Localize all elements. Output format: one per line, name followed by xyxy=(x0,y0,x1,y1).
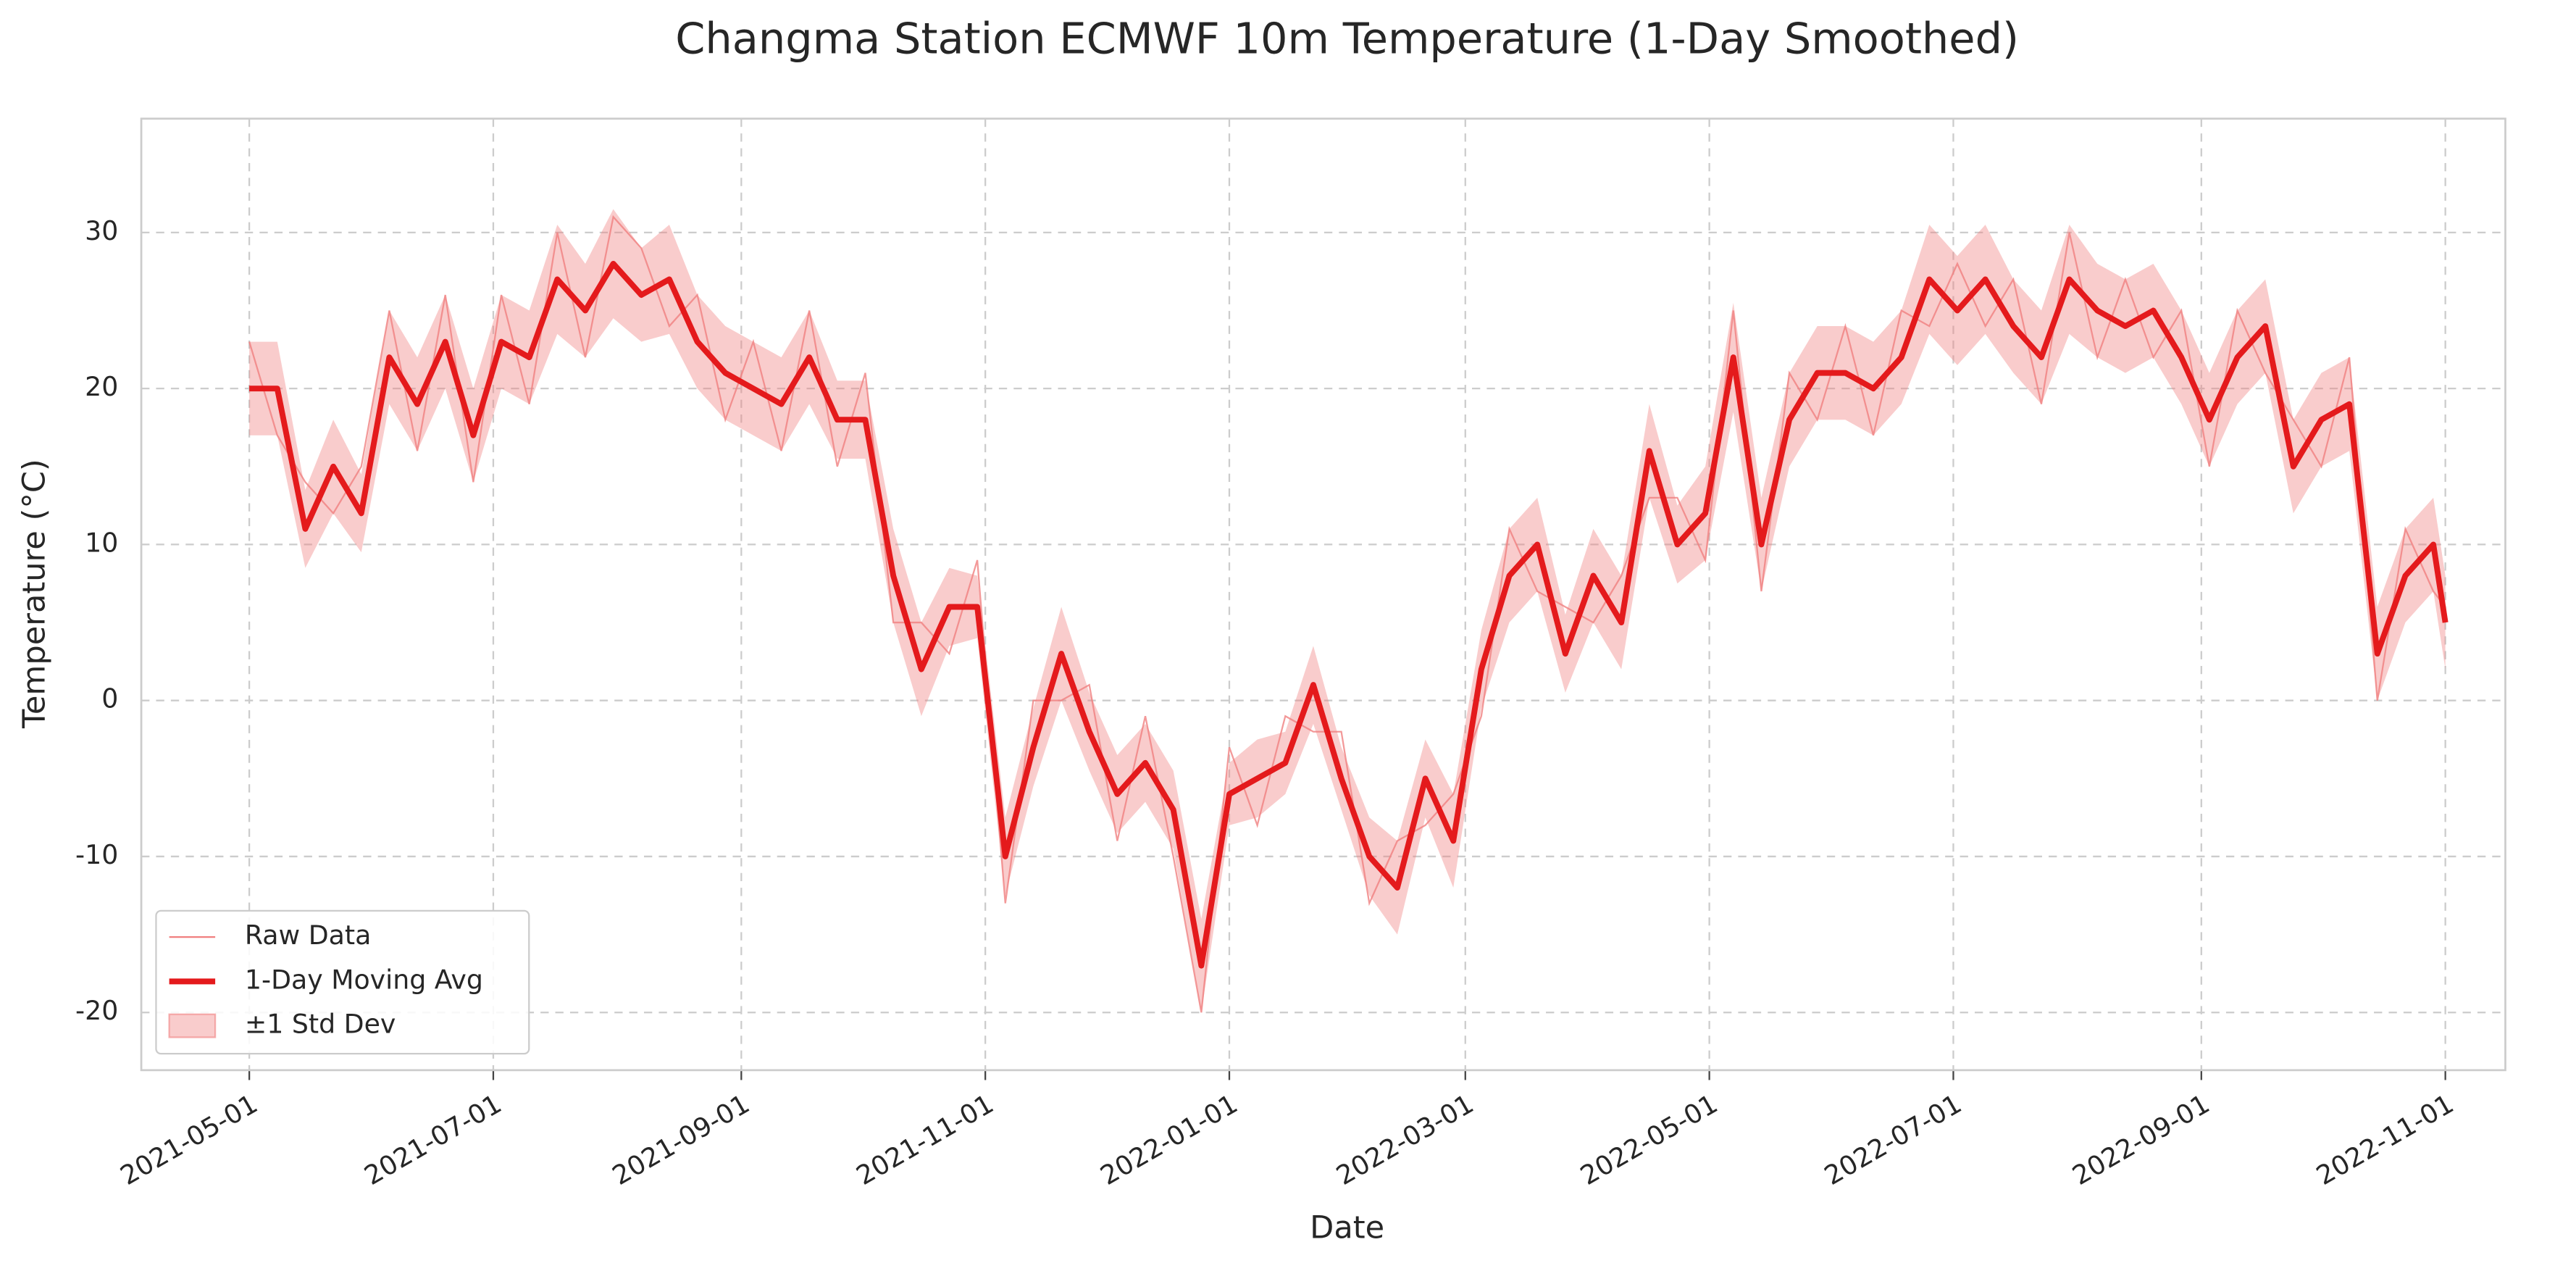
x-tick-label: 2022-05-01 xyxy=(1575,1088,1723,1191)
legend-swatch xyxy=(168,1013,217,1038)
x-tick-label: 2022-07-01 xyxy=(1819,1088,1967,1191)
y-tick-label: 0 xyxy=(101,683,118,714)
legend: Raw Data 1-Day Moving Avg ±1 Std Dev xyxy=(155,909,530,1055)
legend-box xyxy=(155,909,530,1055)
x-axis-label: Date xyxy=(1310,1209,1384,1246)
plot-frame xyxy=(140,117,2506,1072)
x-tick-label: 2021-09-01 xyxy=(607,1088,755,1191)
legend-label: 1-Day Moving Avg xyxy=(245,964,483,995)
x-tick-label: 2022-03-01 xyxy=(1331,1088,1479,1191)
legend-label: ±1 Std Dev xyxy=(245,1009,396,1040)
y-tick-label: -10 xyxy=(75,839,118,870)
avg-line xyxy=(249,260,2449,969)
x-tick-label: 2022-01-01 xyxy=(1095,1088,1243,1191)
x-tick-label: 2022-09-01 xyxy=(2067,1088,2215,1191)
y-tick-label: -20 xyxy=(75,995,118,1026)
x-tick-label: 2021-11-01 xyxy=(851,1088,999,1191)
y-tick-label: 30 xyxy=(85,215,118,246)
y-tick-label: 10 xyxy=(85,527,118,558)
chart-title: Changma Station ECMWF 10m Temperature (1… xyxy=(675,13,2019,63)
x-tick-label: 2022-11-01 xyxy=(2311,1088,2459,1191)
x-tick-label: 2021-07-01 xyxy=(359,1088,507,1191)
legend-label: Raw Data xyxy=(245,920,371,951)
x-tick-label: 2021-05-01 xyxy=(115,1088,263,1191)
y-axis-label: Temperature (°C) xyxy=(16,459,52,729)
y-tick-label: 20 xyxy=(85,371,118,402)
std-band xyxy=(249,209,2446,1013)
